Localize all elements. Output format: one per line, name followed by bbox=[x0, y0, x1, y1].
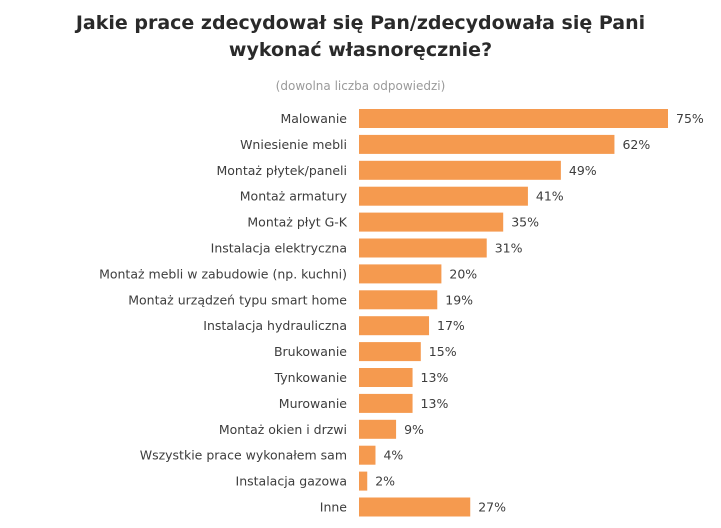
value-label: 49% bbox=[569, 163, 597, 178]
category-label: Montaż płyt G-K bbox=[247, 215, 347, 230]
bar bbox=[359, 393, 413, 413]
value-label: 9% bbox=[404, 422, 424, 437]
category-label: Wniesienie mebli bbox=[240, 137, 347, 152]
bar bbox=[359, 419, 397, 439]
value-label: 19% bbox=[445, 292, 473, 307]
value-label: 41% bbox=[536, 189, 564, 204]
value-label: 62% bbox=[622, 137, 650, 152]
category-label: Instalacja elektryczna bbox=[211, 241, 347, 256]
bar bbox=[359, 160, 561, 180]
value-label: 17% bbox=[437, 318, 465, 333]
bar bbox=[359, 134, 615, 154]
value-label: 35% bbox=[511, 215, 539, 230]
value-label: 13% bbox=[421, 396, 449, 411]
bar bbox=[359, 238, 487, 258]
category-label: Instalacja hydrauliczna bbox=[203, 318, 347, 333]
value-label: 13% bbox=[421, 370, 449, 385]
category-label: Tynkowanie bbox=[274, 370, 348, 385]
bar bbox=[359, 109, 668, 128]
bar bbox=[359, 445, 376, 465]
category-label: Instalacja gazowa bbox=[236, 474, 347, 489]
category-label: Malowanie bbox=[280, 111, 347, 126]
category-label: Murowanie bbox=[279, 396, 347, 411]
bar bbox=[359, 186, 528, 206]
category-label: Brukowanie bbox=[274, 344, 347, 359]
bar bbox=[359, 316, 430, 336]
value-label: 27% bbox=[478, 500, 506, 515]
bar bbox=[359, 290, 438, 310]
value-label: 75% bbox=[676, 111, 704, 126]
chart-subtitle: (dowolna liczba odpowiedzi) bbox=[275, 79, 446, 93]
category-label: Montaż armatury bbox=[240, 189, 348, 204]
chart-title: Jakie prace zdecydował się Pan/zdecydowa… bbox=[75, 12, 646, 61]
value-label: 4% bbox=[383, 448, 403, 463]
value-label: 2% bbox=[375, 474, 395, 489]
bar bbox=[359, 368, 413, 387]
category-label: Wszystkie prace wykonałem sam bbox=[140, 448, 347, 463]
bar bbox=[359, 342, 421, 362]
bar bbox=[359, 497, 471, 517]
category-label: Montaż urządzeń typu smart home bbox=[128, 292, 347, 307]
bar bbox=[359, 264, 442, 284]
bar bbox=[359, 471, 368, 491]
value-label: 20% bbox=[449, 266, 477, 281]
category-label: Inne bbox=[320, 500, 348, 515]
value-label: 15% bbox=[429, 344, 457, 359]
bar bbox=[359, 212, 504, 232]
value-label: 31% bbox=[495, 241, 523, 256]
category-label: Montaż płytek/paneli bbox=[216, 163, 347, 178]
category-label: Montaż okien i drzwi bbox=[219, 422, 347, 437]
category-label: Montaż mebli w zabudowie (np. kuchni) bbox=[99, 266, 347, 281]
